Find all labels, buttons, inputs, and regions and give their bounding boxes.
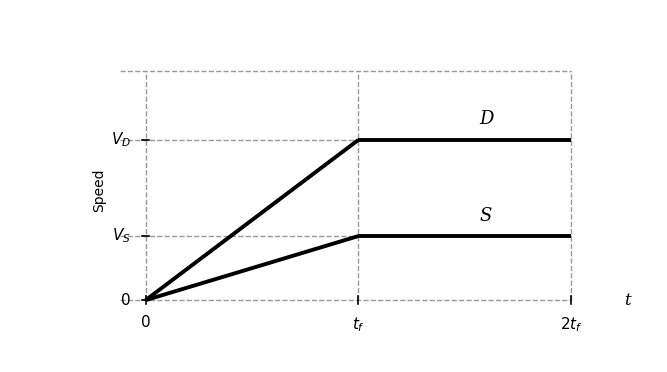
Text: S: S (480, 206, 492, 225)
Text: $2t_f$: $2t_f$ (560, 315, 582, 334)
Text: D: D (479, 110, 493, 128)
Text: $t_f$: $t_f$ (352, 315, 365, 334)
Text: Speed: Speed (92, 169, 106, 212)
Text: t: t (624, 292, 631, 309)
Text: 0: 0 (121, 293, 131, 308)
Text: 0: 0 (141, 315, 150, 330)
Text: $V_S$: $V_S$ (112, 227, 131, 246)
Text: $V_D$: $V_D$ (111, 131, 131, 149)
